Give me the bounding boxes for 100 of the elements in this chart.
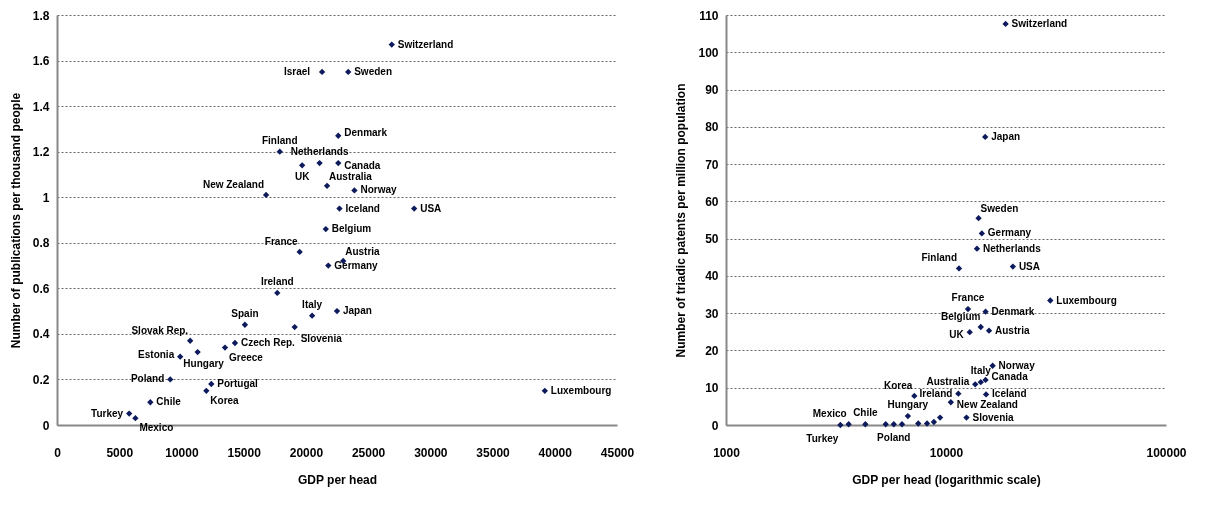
annotation: Mexico xyxy=(139,422,174,434)
annotation: Portugal xyxy=(217,378,259,389)
annotation: Belgium xyxy=(331,223,372,235)
point xyxy=(325,262,332,269)
x-tick-label: 100000 xyxy=(1146,445,1187,460)
y-tick-label: 20 xyxy=(705,343,719,358)
point xyxy=(410,205,418,212)
annotation: Norway xyxy=(998,359,1036,371)
x-axis-title: GDP per head xyxy=(297,472,378,487)
annotation: Italy xyxy=(302,298,323,310)
annotation: Japan xyxy=(343,305,372,317)
point xyxy=(336,205,343,212)
point xyxy=(345,68,352,76)
y-tick-label: 0 xyxy=(42,418,50,433)
x-tick-label: 10000 xyxy=(929,445,964,460)
annotation: France xyxy=(951,292,985,304)
x-tick-label: 15000 xyxy=(227,445,262,460)
x-axis-title: GDP per head (logarithmic scale) xyxy=(852,472,1041,487)
y-tick-label: 50 xyxy=(705,232,719,247)
annotation: Hungary xyxy=(183,358,225,370)
annotation: UK xyxy=(949,329,965,341)
annotation: Poland xyxy=(877,432,911,444)
point xyxy=(194,348,201,356)
annotation: Sweden xyxy=(980,203,1019,215)
annotation: Slovenia xyxy=(300,333,343,345)
point xyxy=(351,187,358,194)
annotation: Mexico xyxy=(812,408,847,420)
point xyxy=(167,376,174,383)
annotation: France xyxy=(264,235,299,247)
y-tick-label: 0 xyxy=(711,418,719,433)
point xyxy=(388,41,395,48)
x-tick-label: 1000 xyxy=(713,445,741,460)
point xyxy=(308,312,316,319)
annotation: Norway xyxy=(360,184,397,196)
y-tick-label: 110 xyxy=(699,8,719,23)
annotation: Sweden xyxy=(354,65,392,77)
annotation: Netherlands xyxy=(290,146,349,158)
annotation: Chile xyxy=(156,396,182,408)
annotation: Turkey xyxy=(806,433,839,444)
x-tick-label: 40000 xyxy=(538,445,573,460)
annotation: Japan xyxy=(991,130,1021,142)
y-tick-label: 90 xyxy=(705,83,719,98)
annotation: Canada xyxy=(991,370,1029,382)
annotation: Switzerland xyxy=(397,38,454,50)
y-tick-label: 0.8 xyxy=(32,236,50,251)
annotation: Denmark xyxy=(344,126,388,138)
point xyxy=(241,321,249,328)
point xyxy=(262,191,270,199)
point xyxy=(323,182,331,189)
annotation: Ireland xyxy=(919,387,953,399)
x-tick-label: 5000 xyxy=(106,445,134,460)
annotation: Belgium xyxy=(941,310,981,322)
y-tick-label: 100 xyxy=(698,45,719,60)
point xyxy=(296,248,303,256)
y-tick-label: 10 xyxy=(705,381,719,396)
annotation: Slovak Rep. xyxy=(131,324,189,336)
y-tick-label: 1.4 xyxy=(32,99,50,114)
y-tick-label: 60 xyxy=(705,194,719,209)
annotation: Spain xyxy=(231,307,259,319)
y-tick-label: 1.6 xyxy=(32,54,50,69)
point xyxy=(126,410,133,417)
annotation: Denmark xyxy=(991,305,1035,317)
annotation: Austria xyxy=(345,246,381,257)
y-tick-label: 40 xyxy=(705,269,719,284)
x-tick-label: 30000 xyxy=(414,445,448,460)
point xyxy=(316,159,323,167)
point xyxy=(318,68,326,76)
annotation: Iceland xyxy=(345,202,380,214)
annotation: Switzerland xyxy=(1011,17,1068,29)
point xyxy=(274,289,281,297)
x-tick-label: 0 xyxy=(54,445,62,460)
y-tick-label: 1.2 xyxy=(32,145,50,160)
annotation: UK xyxy=(294,171,311,183)
point xyxy=(203,387,210,394)
point xyxy=(298,162,306,169)
annotation: Hungary xyxy=(887,399,929,411)
annotation: Finland xyxy=(921,252,958,264)
point xyxy=(276,148,283,155)
annotation: Luxembourg xyxy=(1056,294,1117,306)
annotation: New Zealand xyxy=(956,399,1018,411)
point xyxy=(231,339,239,347)
point xyxy=(186,337,194,344)
y-tick-label: 80 xyxy=(705,120,719,135)
point xyxy=(291,323,298,331)
annotation: Netherlands xyxy=(982,242,1042,254)
y-tick-label: 0.2 xyxy=(32,372,50,387)
x-tick-label: 45000 xyxy=(600,445,635,460)
y-tick-label: 1.8 xyxy=(32,8,50,23)
y-tick-label: 0.4 xyxy=(32,327,50,342)
annotation: Austria xyxy=(995,324,1030,336)
annotation: Finland xyxy=(261,134,298,146)
annotation: Luxembourg xyxy=(550,384,612,396)
x-tick-label: 35000 xyxy=(476,445,511,460)
annotation: Greece xyxy=(229,351,264,363)
point xyxy=(541,387,548,394)
annotation: Estonia xyxy=(138,348,175,360)
point xyxy=(335,159,342,167)
annotation: Germany xyxy=(334,259,379,271)
annotation: New Zealand xyxy=(202,178,265,190)
point xyxy=(322,225,329,233)
